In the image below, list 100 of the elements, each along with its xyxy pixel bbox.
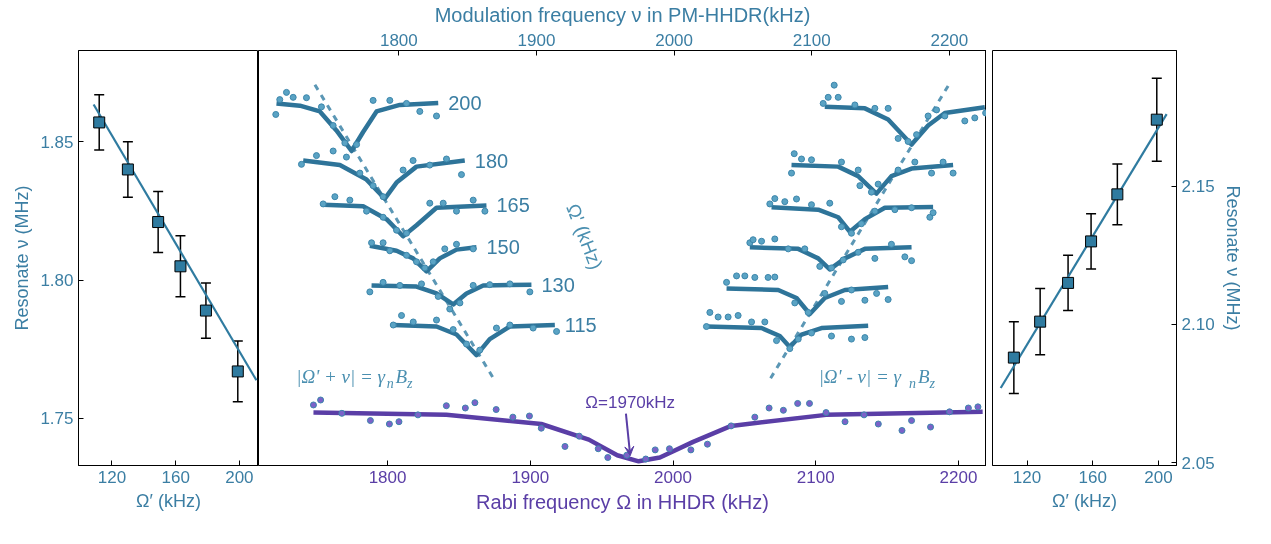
point xyxy=(342,153,350,161)
point xyxy=(871,254,879,262)
point xyxy=(964,404,972,412)
point xyxy=(282,88,290,96)
point xyxy=(891,206,899,214)
point xyxy=(319,200,327,208)
point xyxy=(525,412,533,420)
point xyxy=(794,335,802,343)
point xyxy=(366,288,374,296)
point xyxy=(486,281,494,289)
point xyxy=(1007,351,1020,364)
point xyxy=(790,150,798,158)
point xyxy=(1062,276,1075,289)
x-tick-label: 1900 xyxy=(511,467,550,487)
point xyxy=(941,112,949,120)
point xyxy=(418,280,426,288)
x-tick-label: 200 xyxy=(1144,467,1173,487)
point xyxy=(807,329,815,337)
point xyxy=(386,247,394,255)
point xyxy=(393,226,401,234)
annotation: Ω=1970kHz xyxy=(585,392,676,412)
point xyxy=(481,207,489,215)
point xyxy=(857,220,865,228)
point xyxy=(471,399,479,407)
point xyxy=(506,280,514,288)
point xyxy=(1034,315,1047,328)
point xyxy=(834,93,842,101)
x-tick-label: 1800 xyxy=(368,467,407,487)
point xyxy=(822,409,830,417)
point xyxy=(309,401,317,409)
point xyxy=(665,445,673,453)
point xyxy=(804,308,812,316)
point xyxy=(433,316,440,324)
point xyxy=(379,278,387,286)
point xyxy=(356,169,364,177)
point xyxy=(807,201,815,209)
point xyxy=(433,112,440,120)
point xyxy=(847,335,855,343)
point xyxy=(414,411,422,419)
point xyxy=(297,160,305,168)
point xyxy=(439,199,447,207)
point xyxy=(413,258,421,266)
point xyxy=(529,324,537,332)
point xyxy=(456,299,464,307)
point xyxy=(837,297,845,305)
y2-tick-label: 2.10 xyxy=(1181,315,1215,335)
point xyxy=(399,166,407,174)
point xyxy=(974,403,982,411)
point xyxy=(771,273,779,281)
point xyxy=(871,207,879,215)
point xyxy=(821,289,829,297)
point xyxy=(452,207,460,215)
point xyxy=(289,93,297,101)
point xyxy=(724,313,732,321)
point xyxy=(873,289,881,297)
point xyxy=(329,122,337,129)
point xyxy=(819,99,827,107)
point xyxy=(824,93,832,101)
point xyxy=(687,446,695,454)
point xyxy=(403,99,411,107)
point xyxy=(841,418,849,426)
point xyxy=(847,286,855,294)
point xyxy=(874,180,882,188)
point xyxy=(93,116,106,129)
point xyxy=(442,402,450,410)
x-axis-title: Ω′ (kHz) xyxy=(1052,490,1117,511)
point xyxy=(421,264,429,272)
point xyxy=(312,152,320,160)
point xyxy=(806,399,813,407)
x2-tick-label: 2200 xyxy=(930,30,969,50)
point xyxy=(469,245,477,253)
point xyxy=(594,445,602,453)
point xyxy=(927,423,935,431)
point xyxy=(403,229,411,237)
point xyxy=(446,305,454,313)
point xyxy=(329,147,337,155)
point xyxy=(379,193,387,201)
point xyxy=(651,446,659,454)
x-tick-label: 2200 xyxy=(939,467,978,487)
point xyxy=(765,404,773,412)
point xyxy=(971,114,979,122)
point xyxy=(786,345,794,353)
point xyxy=(894,134,902,142)
point xyxy=(793,195,801,203)
y-axis-title: Resonate ν (MHz) xyxy=(12,185,33,331)
point xyxy=(302,94,310,102)
point xyxy=(1150,113,1163,126)
point xyxy=(476,346,484,354)
series-label: 180 xyxy=(474,149,509,172)
point xyxy=(779,406,787,414)
point xyxy=(706,308,714,316)
point xyxy=(766,200,774,208)
point xyxy=(898,426,906,434)
point xyxy=(908,417,916,425)
point xyxy=(791,299,799,307)
point xyxy=(174,260,187,273)
point xyxy=(781,198,789,206)
point xyxy=(961,117,969,125)
point xyxy=(839,256,847,264)
series-label: 115 xyxy=(564,314,597,337)
